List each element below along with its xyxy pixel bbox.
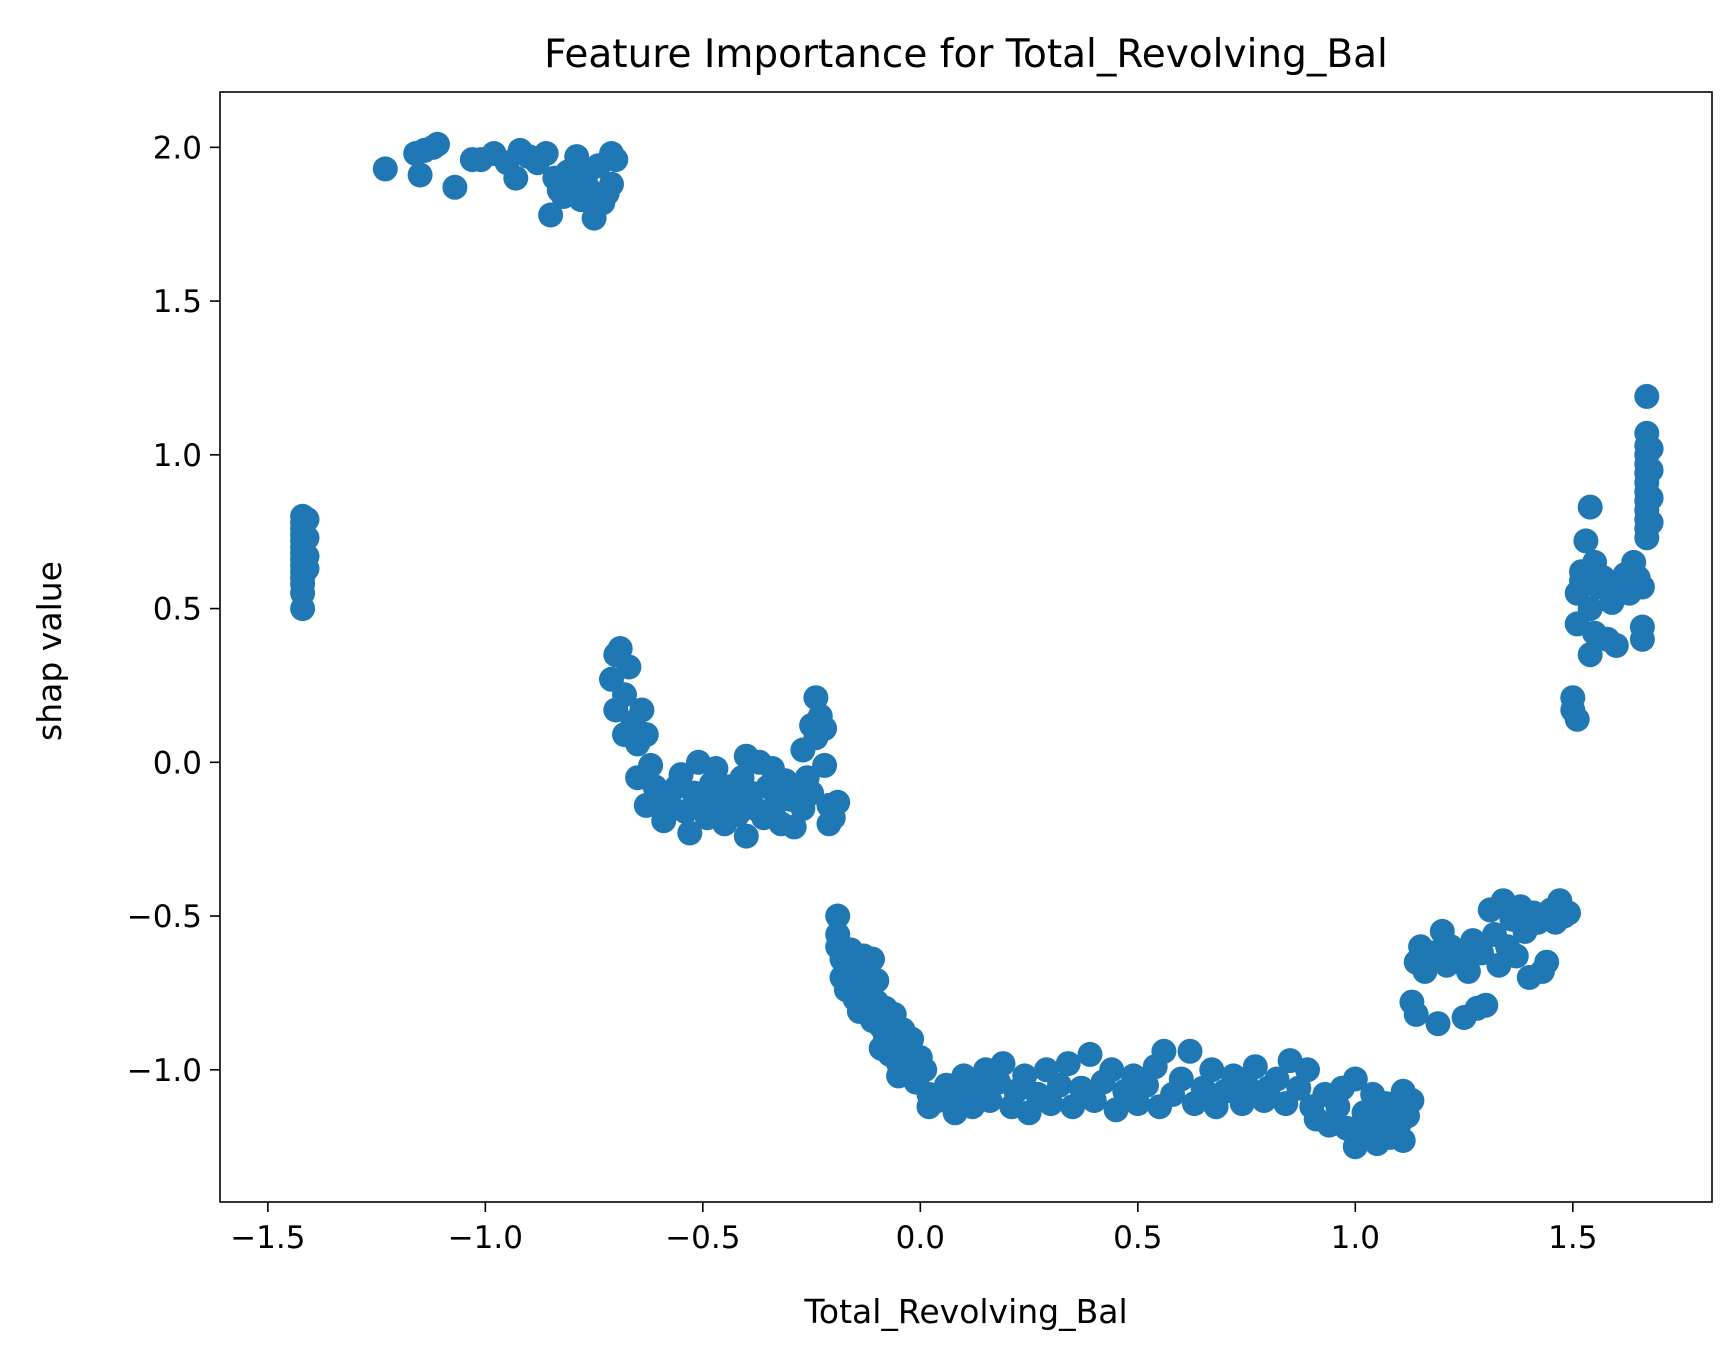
data-point <box>1055 1051 1081 1077</box>
data-point <box>1534 949 1560 975</box>
data-point <box>1390 1128 1416 1153</box>
y-axis: −1.0 −0.5 0.0 0.5 1.0 1.5 2.0 <box>127 130 220 1089</box>
y-tick-label: 0.5 <box>153 592 202 628</box>
data-point <box>294 525 320 551</box>
data-point <box>1577 642 1603 668</box>
x-tick-label: −0.5 <box>665 1220 740 1256</box>
data-point <box>1564 706 1590 732</box>
data-point <box>372 156 398 182</box>
data-point <box>1577 494 1603 520</box>
data-point <box>538 202 564 228</box>
y-tick-label: 1.5 <box>153 284 202 320</box>
data-point <box>677 820 703 846</box>
data-point <box>1603 633 1629 658</box>
data-point <box>407 162 433 188</box>
data-point <box>1151 1038 1177 1064</box>
data-point <box>1168 1066 1194 1092</box>
x-tick-label: −1.5 <box>230 1220 305 1256</box>
data-point <box>599 171 624 197</box>
y-tick-label: 1.0 <box>153 438 202 474</box>
x-axis-label: Total_Revolving_Bal <box>803 1292 1127 1331</box>
data-point <box>1099 1057 1125 1083</box>
data-point <box>812 716 838 741</box>
data-point <box>294 506 320 532</box>
data-point <box>1503 943 1529 969</box>
data-point <box>1634 383 1660 409</box>
data-point <box>825 903 851 929</box>
y-tick-label: −1.0 <box>127 1053 202 1089</box>
y-axis-label: shap value <box>30 561 69 741</box>
data-point <box>1469 940 1494 966</box>
data-point <box>1556 900 1581 926</box>
data-point <box>603 147 629 173</box>
data-point <box>633 722 659 748</box>
data-point <box>733 823 759 849</box>
data-point <box>1199 1057 1225 1083</box>
y-tick-label: 0.0 <box>153 745 202 781</box>
data-point <box>668 762 694 788</box>
x-tick-label: 0.5 <box>1113 1220 1162 1256</box>
data-point <box>638 752 664 778</box>
data-point <box>1403 1001 1429 1027</box>
data-point <box>799 780 825 806</box>
data-point <box>1638 436 1664 462</box>
data-point <box>294 556 320 582</box>
x-tick-label: 1.5 <box>1548 1220 1597 1256</box>
data-point <box>425 131 450 157</box>
y-tick-label: 2.0 <box>153 130 202 166</box>
data-point <box>533 141 559 166</box>
data-point <box>864 968 890 994</box>
data-point <box>1638 457 1664 483</box>
y-tick-label: −0.5 <box>127 899 202 935</box>
data-point <box>812 752 838 778</box>
data-point <box>1295 1057 1320 1083</box>
data-point <box>1399 1088 1425 1113</box>
data-point <box>1629 626 1655 652</box>
data-point <box>1638 510 1664 535</box>
data-point <box>1577 596 1603 622</box>
x-tick-label: 0.0 <box>896 1220 945 1256</box>
data-point <box>825 789 851 815</box>
data-point <box>703 756 729 781</box>
data-point <box>629 697 655 723</box>
data-point <box>990 1051 1016 1077</box>
points-layer <box>290 131 1664 1160</box>
data-point <box>1638 485 1664 511</box>
data-point <box>1342 1066 1368 1092</box>
data-point <box>290 596 316 622</box>
data-point <box>1455 958 1481 984</box>
data-point <box>616 654 642 680</box>
data-point <box>1473 992 1499 1018</box>
data-point <box>1629 574 1655 600</box>
data-point <box>442 174 468 200</box>
x-axis: −1.5 −1.0 −0.5 0.0 0.5 1.0 1.5 <box>230 1202 1597 1256</box>
data-point <box>1177 1038 1203 1064</box>
plot-area-frame <box>219 91 1713 1203</box>
data-point <box>912 1057 938 1083</box>
data-point <box>1242 1054 1268 1080</box>
data-point <box>1573 528 1599 554</box>
data-point <box>1012 1063 1038 1089</box>
chart-title: Feature Importance for Total_Revolving_B… <box>544 32 1388 77</box>
data-point <box>1047 1072 1072 1098</box>
x-tick-label: 1.0 <box>1331 1220 1380 1256</box>
x-tick-label: −1.0 <box>448 1220 523 1256</box>
data-point <box>503 165 529 191</box>
data-point <box>1425 1011 1451 1037</box>
data-point <box>1264 1066 1290 1092</box>
data-point <box>1077 1041 1103 1067</box>
data-point <box>860 946 885 972</box>
data-point <box>564 144 590 170</box>
data-point <box>612 682 637 708</box>
